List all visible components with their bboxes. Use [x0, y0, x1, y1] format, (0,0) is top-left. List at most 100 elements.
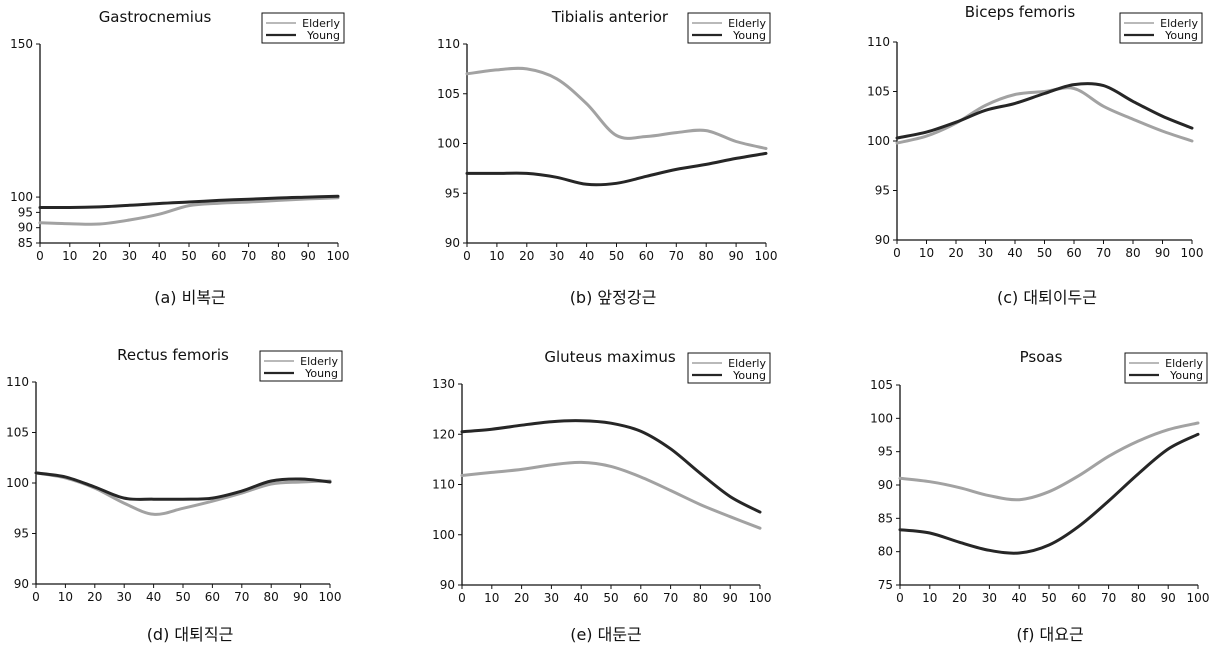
legend-label-elderly: Elderly	[1160, 17, 1198, 30]
x-tick-label: 20	[948, 246, 963, 260]
x-tick-label: 80	[264, 590, 279, 604]
panel-caption: (d) 대퇴직근	[147, 625, 234, 644]
legend-label-young: Young	[1164, 29, 1198, 42]
x-tick-label: 30	[978, 246, 993, 260]
panel-caption: (b) 앞정강근	[570, 288, 657, 307]
y-tick-label: 100	[10, 190, 33, 204]
x-tick-label: 60	[211, 249, 226, 263]
y-tick-label: 95	[445, 186, 460, 200]
legend-box	[261, 12, 345, 44]
y-tick-label: 100	[6, 476, 29, 490]
x-tick-label: 50	[181, 249, 196, 263]
x-tick-label: 30	[544, 591, 559, 605]
series-line-elderly	[895, 86, 1194, 145]
chart-title: Psoas	[1020, 348, 1063, 366]
x-tick-label: 90	[293, 590, 308, 604]
chart-title: Tibialis anterior	[551, 8, 669, 26]
x-tick-label: 0	[463, 249, 471, 263]
x-tick-label: 0	[896, 591, 904, 605]
legend-box	[1119, 12, 1203, 44]
x-tick-label: 10	[919, 246, 934, 260]
y-tick-label: 100	[432, 528, 455, 542]
x-tick-label: 100	[319, 590, 342, 604]
x-tick-label: 70	[663, 591, 678, 605]
chart-title: Rectus femoris	[117, 346, 229, 364]
y-tick-label: 90	[878, 478, 893, 492]
legend-label-young: Young	[732, 29, 766, 42]
legend-box	[1124, 352, 1208, 384]
x-tick-label: 10	[922, 591, 937, 605]
y-tick-label: 105	[437, 87, 460, 101]
y-tick-label: 75	[878, 578, 893, 592]
panel-caption: (e) 대둔근	[570, 625, 642, 644]
series-line-young	[895, 82, 1194, 140]
x-tick-label: 70	[1096, 246, 1111, 260]
y-tick-label: 100	[437, 137, 460, 151]
y-tick-label: 90	[445, 236, 460, 250]
x-tick-label: 60	[205, 590, 220, 604]
y-tick-label: 90	[14, 577, 29, 591]
x-tick-label: 80	[1131, 591, 1146, 605]
series-line-young	[34, 471, 332, 501]
x-tick-label: 70	[1101, 591, 1116, 605]
x-tick-label: 100	[327, 249, 350, 263]
x-tick-label: 50	[175, 590, 190, 604]
x-tick-label: 40	[579, 249, 594, 263]
panel-caption: (a) 비복근	[154, 288, 226, 307]
y-tick-label: 110	[437, 37, 460, 51]
x-tick-label: 50	[1037, 246, 1052, 260]
x-tick-label: 70	[241, 249, 256, 263]
chart-title: Gastrocnemius	[99, 8, 212, 26]
legend-box	[259, 350, 343, 382]
y-tick-label: 110	[432, 478, 455, 492]
y-tick-label: 100	[870, 411, 893, 425]
legend-label-young: Young	[732, 369, 766, 382]
legend-label-elderly: Elderly	[728, 357, 766, 370]
x-tick-label: 70	[234, 590, 249, 604]
chart-title: Gluteus maximus	[544, 348, 675, 366]
x-tick-label: 100	[755, 249, 778, 263]
y-tick-label: 90	[18, 221, 33, 235]
series-line-elderly	[38, 196, 340, 226]
series-line-young	[898, 432, 1200, 555]
x-tick-label: 40	[1007, 246, 1022, 260]
legend-box	[687, 352, 771, 384]
x-tick-label: 50	[603, 591, 618, 605]
x-tick-label: 30	[549, 249, 564, 263]
x-tick-label: 0	[32, 590, 40, 604]
x-tick-label: 20	[519, 249, 534, 263]
x-tick-label: 40	[574, 591, 589, 605]
y-tick-label: 105	[6, 426, 29, 440]
x-tick-label: 0	[36, 249, 44, 263]
chart-panel-2: 90 95 100 105 110 0 10 20 30 40 50 60 70 80 90 100 Tibia…	[437, 8, 777, 307]
x-tick-label: 0	[458, 591, 466, 605]
chart-panel-4: 90 95 100 105 110 0 10 20 30 40 50 60 70 80 90 100 Rectu…	[6, 346, 343, 644]
x-tick-label: 20	[87, 590, 102, 604]
x-tick-label: 20	[92, 249, 107, 263]
x-tick-label: 20	[952, 591, 967, 605]
y-tick-label: 100	[867, 134, 890, 148]
y-tick-label: 90	[440, 578, 455, 592]
y-tick-label: 110	[6, 375, 29, 389]
y-tick-label: 80	[878, 545, 893, 559]
panel-caption: (f) 대요근	[1016, 625, 1083, 644]
y-tick-label: 150	[10, 37, 33, 51]
series-line-elderly	[465, 66, 768, 150]
x-tick-label: 60	[639, 249, 654, 263]
x-tick-label: 10	[58, 590, 73, 604]
x-tick-label: 100	[1187, 591, 1210, 605]
y-tick-label: 110	[867, 35, 890, 49]
y-tick-label: 130	[432, 377, 455, 391]
x-tick-label: 0	[893, 246, 901, 260]
x-tick-label: 80	[693, 591, 708, 605]
x-tick-label: 10	[62, 249, 77, 263]
x-tick-label: 90	[728, 249, 743, 263]
series-line-elderly	[898, 421, 1200, 502]
x-tick-label: 100	[749, 591, 772, 605]
